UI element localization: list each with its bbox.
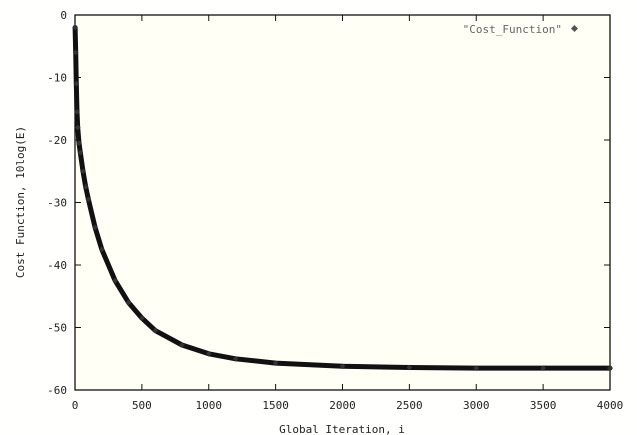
x-axis-title: Global Iteration, i — [279, 423, 405, 435]
y-tick-label: -50 — [47, 322, 67, 335]
data-point — [139, 315, 145, 321]
data-point — [473, 365, 480, 371]
data-point — [82, 184, 89, 190]
y-tick-label: -60 — [47, 384, 67, 397]
x-tick-label: 3000 — [463, 399, 490, 412]
x-tick-label: 1000 — [196, 399, 223, 412]
plot-frame — [74, 14, 611, 391]
data-point — [80, 168, 86, 175]
data-point — [232, 355, 239, 362]
data-point — [179, 342, 185, 348]
data-point — [72, 24, 78, 31]
data-point — [205, 350, 212, 357]
data-point — [74, 124, 81, 131]
data-point — [125, 299, 132, 306]
y-axis-title: Cost Function, 10log(E) — [14, 126, 27, 278]
y-tick-label: -30 — [47, 197, 67, 210]
data-point — [73, 80, 80, 87]
data-point — [98, 246, 105, 253]
x-tick-label: 0 — [72, 399, 79, 412]
y-tick-label: 0 — [60, 9, 67, 22]
data-point — [76, 140, 82, 146]
legend: "Cost_Function" — [463, 23, 579, 36]
data-point — [152, 327, 159, 334]
data-point — [540, 365, 546, 371]
data-point — [607, 365, 613, 371]
x-tick-label: 500 — [132, 399, 152, 412]
y-tick-label: -10 — [47, 72, 67, 85]
x-tick-label: 3500 — [530, 399, 557, 412]
data-point — [112, 277, 118, 284]
data-point — [272, 360, 279, 366]
axis-ticks: 0 500 1000 1500 2000 2500 3000 3500 4000 0 -10 -20 -… — [47, 9, 623, 412]
x-tick-label: 4000 — [597, 399, 624, 412]
y-tick-label: -20 — [47, 134, 67, 147]
x-tick-label: 1500 — [262, 399, 289, 412]
data-point — [77, 149, 84, 156]
data-point — [339, 363, 346, 370]
data-point — [92, 224, 98, 231]
y-tick-label: -40 — [47, 259, 67, 272]
x-tick-label: 2500 — [396, 399, 423, 412]
series-group — [72, 24, 613, 371]
data-point — [85, 196, 92, 203]
data-point — [406, 364, 413, 371]
legend-marker — [570, 24, 579, 33]
legend-label: "Cost_Function" — [463, 23, 562, 36]
x-tick-label: 2000 — [329, 399, 356, 412]
data-point — [74, 109, 80, 115]
